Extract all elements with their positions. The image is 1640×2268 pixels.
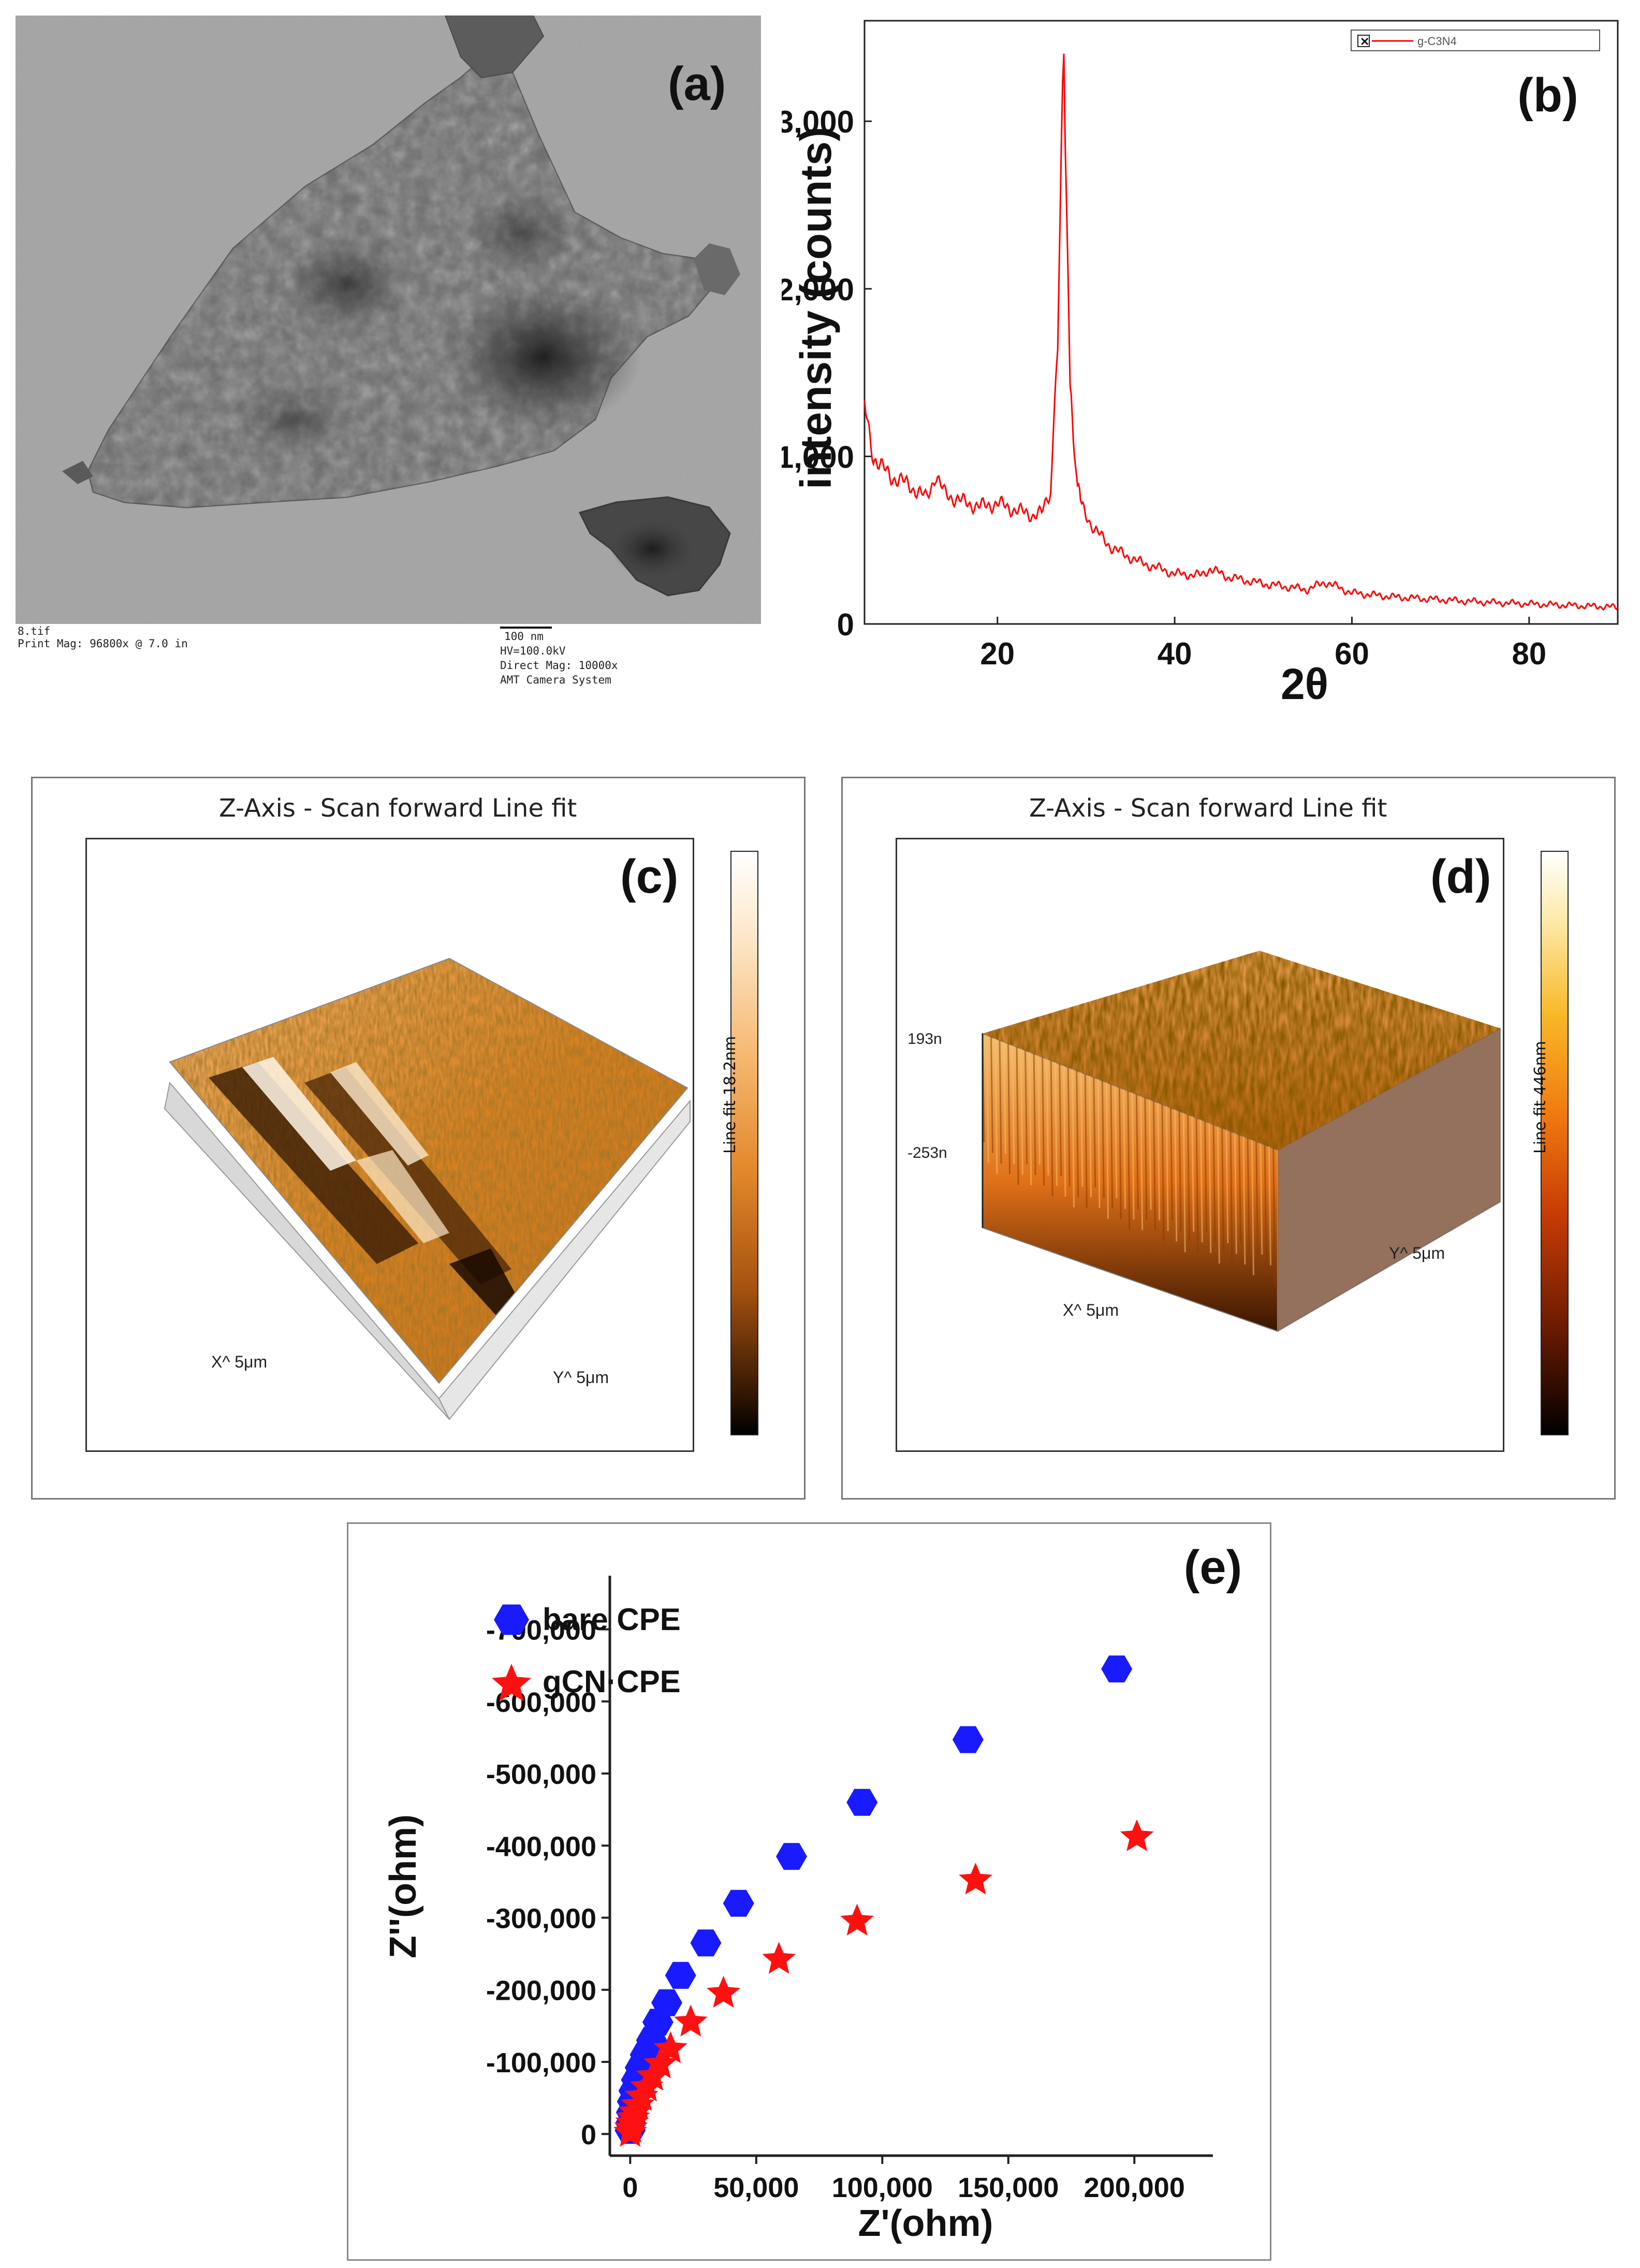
- nyq-y-tick-label: -100,000: [486, 2047, 596, 2078]
- xrd-y-tick-label: 0: [837, 607, 854, 642]
- nyq-x-tick-label: 200,000: [1084, 2172, 1185, 2203]
- xrd-x-tick-label: 40: [1158, 636, 1192, 671]
- nyq-point-bare-cpe: [1101, 1655, 1133, 1683]
- xrd-y-tick-label: 2,000: [782, 272, 854, 307]
- nyq-y-tick-label: 0: [581, 2119, 596, 2150]
- xrd-x-axis-label: 2θ: [1281, 660, 1328, 708]
- xrd-y-axis-label: intensity (counts): [792, 127, 840, 489]
- afm-c-plot-area: (c): [85, 838, 694, 1452]
- nyq-point-gcn-cpe: [959, 1863, 992, 1895]
- xrd-y-tick-label: 1,000: [782, 440, 854, 474]
- afm-c-surface: X^ 5μm Y^ 5μm: [164, 957, 691, 1420]
- afm-d-y-axis: Y^ 5μm: [1389, 1244, 1445, 1262]
- panel-c-label: (c): [620, 850, 679, 903]
- xrd-y-tick-label: 3,000: [782, 105, 854, 139]
- nyq-legend-star-icon: [492, 1664, 531, 1702]
- nyq-point-gcn-cpe: [653, 2031, 687, 2063]
- xrd-chart: 20 40 60 80 0 1,000 2,000 3,000 (b) intensity (…: [782, 20, 1619, 708]
- tem-caption: 8.tif Print Mag: 96800x @ 7.0 in 100 nm …: [16, 624, 761, 704]
- panel-d-label: (d): [1430, 850, 1491, 903]
- tem-micrograph: [16, 16, 761, 624]
- nyq-y-tick-label: -200,000: [486, 1975, 596, 2007]
- afm-d-colorbar: [1541, 851, 1569, 1435]
- afm-d-title: Z-Axis - Scan forward Line fit: [1029, 794, 1387, 823]
- nyquist-chart: 0 50,000 100,000 150,000 200,000 0 -100,000 -20…: [383, 1541, 1242, 2244]
- panel-e-label: (e): [1184, 1541, 1242, 1594]
- nyq-x-tick-label: 50,000: [713, 2172, 799, 2203]
- nyq-point-bare-cpe: [651, 1989, 682, 2016]
- panel-a-label: (a): [668, 57, 726, 110]
- nyq-legend-hexagon-icon: [494, 1604, 529, 1635]
- afm-c-x-axis: X^ 5μm: [211, 1353, 267, 1371]
- afm-c-colorbar-label: Line fit 18.2nm: [721, 1036, 739, 1154]
- afm-d-plot-area: (d): [896, 838, 1504, 1452]
- nyq-y-tick-label: -300,000: [486, 1903, 596, 1935]
- afm-d-colorbar-label: Line fit 446nm: [1531, 1041, 1549, 1154]
- tem-direct-mag: Direct Mag: 10000x: [500, 659, 618, 672]
- tem-print-mag: Print Mag: 96800x @ 7.0 in: [18, 637, 188, 650]
- nyq-point-bare-cpe: [846, 1789, 878, 1816]
- tem-image-panel: (a): [16, 16, 761, 624]
- nyq-y-tick-label: -500,000: [486, 1759, 596, 1790]
- xrd-legend-label: g-C3N4: [1417, 35, 1457, 48]
- xrd-x-tick-label: 60: [1335, 636, 1369, 671]
- nyq-legend-label-bare: bare CPE: [543, 1602, 681, 1637]
- afm-c-title: Z-Axis - Scan forward Line fit: [219, 794, 577, 823]
- nyq-point-gcn-cpe: [707, 1975, 740, 2008]
- nyq-point-bare-cpe: [952, 1726, 984, 1753]
- nyq-y-tick-label: -400,000: [486, 1831, 596, 1862]
- tem-camera: AMT Camera System: [500, 674, 611, 686]
- xrd-series-line: [863, 53, 1619, 611]
- tem-hv: HV=100.0kV: [500, 645, 566, 657]
- svg-text:✕: ✕: [1360, 35, 1369, 48]
- nyq-point-bare-cpe: [776, 1843, 807, 1870]
- nyq-x-tick-label: 150,000: [958, 2172, 1059, 2203]
- nyq-x-axis-label: Z'(ohm): [858, 2203, 993, 2244]
- xrd-x-tick-label: 80: [1512, 636, 1546, 671]
- tem-file-name: 8.tif: [18, 625, 51, 637]
- nyq-legend-label-gcn: gCN·CPE: [543, 1664, 681, 1699]
- tem-scale-bar: [500, 627, 552, 629]
- legend-checkbox-icon[interactable]: [1357, 35, 1370, 47]
- xrd-legend: ✕ g-C3N4: [1351, 30, 1600, 51]
- nyq-y-axis-label: Z''(ohm): [383, 1814, 424, 1958]
- nyq-point-gcn-cpe: [673, 2004, 708, 2037]
- nyq-point-gcn-cpe: [762, 1942, 796, 1974]
- tem-scale-label: 100 nm: [504, 630, 544, 643]
- nyq-x-tick-label: 100,000: [832, 2172, 933, 2203]
- afm-panel-d: Z-Axis - Scan forward Line fit (d): [841, 777, 1616, 1500]
- afm-d-z-bottom: -253n: [907, 1144, 947, 1161]
- panel-b-label: (b): [1517, 69, 1578, 122]
- nyq-point-gcn-cpe: [1120, 1819, 1154, 1852]
- nyq-point-bare-cpe: [723, 1889, 754, 1917]
- nyq-point-bare-cpe: [690, 1929, 722, 1957]
- xrd-x-tick-label: 20: [980, 636, 1015, 671]
- nyq-x-tick-label: 0: [622, 2172, 638, 2203]
- afm-d-surface: 193n -253n X^ 5μm Y^ 5μm: [907, 951, 1501, 1332]
- afm-c-colorbar: [730, 851, 758, 1435]
- afm-panel-c: Z-Axis - Scan forward Line fit (c): [31, 777, 806, 1500]
- xrd-plot-frame: [863, 20, 1619, 625]
- nyq-legend: bare CPE gCN·CPE: [492, 1602, 681, 1702]
- nyquist-panel: 0 50,000 100,000 150,000 200,000 0 -100,000 -20…: [347, 1522, 1271, 2261]
- nyq-point-bare-cpe: [665, 1961, 696, 1989]
- nyq-point-gcn-cpe: [840, 1903, 874, 1936]
- afm-c-y-axis: Y^ 5μm: [553, 1368, 609, 1387]
- afm-d-z-top: 193n: [907, 1030, 942, 1048]
- afm-d-x-axis: X^ 5μm: [1063, 1301, 1119, 1319]
